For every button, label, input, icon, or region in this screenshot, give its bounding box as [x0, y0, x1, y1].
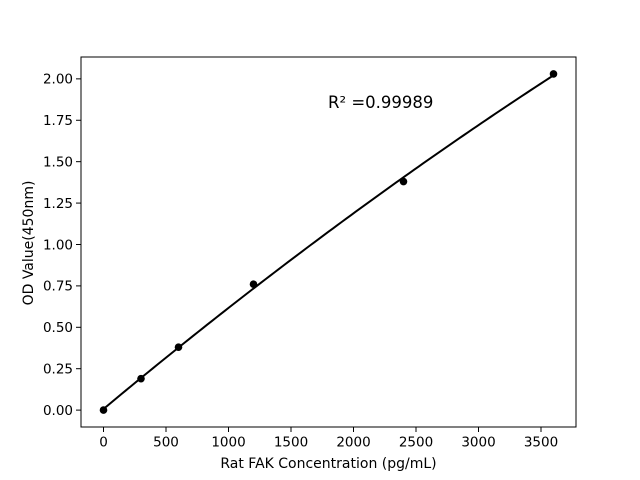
y-axis-label: OD Value(450nm) [21, 180, 37, 306]
plot-border [80, 56, 577, 428]
data-point [399, 177, 408, 186]
data-point [249, 280, 258, 289]
x-tick-label: 2000 [336, 435, 370, 451]
x-tick-label: 1500 [274, 435, 308, 451]
r-squared-annotation: R² =0.99989 [328, 93, 434, 112]
y-tick-label: 1.00 [43, 237, 73, 253]
x-tick-label: 2500 [399, 435, 433, 451]
fit-line [102, 74, 555, 410]
y-tick-label: 1.25 [43, 196, 73, 212]
data-point [549, 70, 558, 78]
y-tick-label: 0.75 [43, 279, 73, 295]
y-tick-label: 0.50 [43, 320, 73, 336]
y-tick-label: 2.00 [43, 72, 73, 88]
data-point [174, 343, 183, 351]
x-tick-label: 500 [153, 435, 179, 451]
data-point [137, 374, 145, 383]
x-tick-label: 0 [99, 435, 108, 451]
y-tick-label: 1.75 [43, 113, 73, 129]
x-tick-label: 3500 [524, 435, 558, 451]
data-point [99, 406, 108, 414]
x-tick-label: 3000 [461, 435, 495, 451]
y-tick-label: 0.25 [43, 362, 73, 378]
y-tick-label: 0.00 [43, 403, 73, 419]
x-axis-label: Rat FAK Concentration (pg/mL) [220, 456, 437, 472]
y-tick-label: 1.50 [43, 154, 73, 170]
x-tick-label: 1000 [211, 435, 245, 451]
